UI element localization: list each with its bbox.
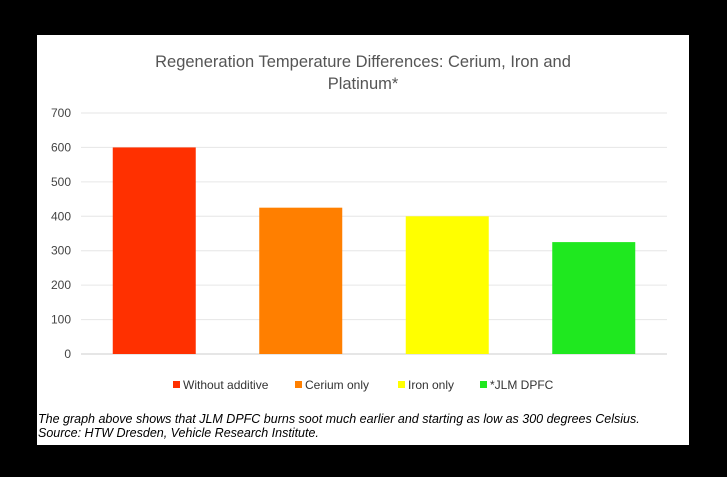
legend-label-iron-only: Iron only	[408, 378, 454, 392]
caption-line-1: The graph above shows that JLM DPFC burn…	[38, 412, 640, 426]
bar-cerium-only	[259, 207, 343, 354]
legend-swatch-cerium-only	[295, 381, 302, 388]
y-tick-label-0: 0	[64, 347, 71, 361]
legend-swatch-without-additive	[173, 381, 180, 388]
legend-label-jlm-dpfc: *JLM DPFC	[490, 378, 554, 392]
figure-caption: The graph above shows that JLM DPFC burn…	[38, 412, 688, 440]
y-tick-label-500: 500	[51, 175, 71, 189]
bar-jlm-dpfc	[552, 242, 636, 354]
y-tick-label-600: 600	[51, 140, 71, 154]
bar-without-additive	[112, 147, 196, 354]
y-tick-label-100: 100	[51, 313, 71, 327]
y-tick-label-200: 200	[51, 278, 71, 292]
y-tick-label-700: 700	[51, 106, 71, 120]
legend-swatch-jlm-dpfc	[480, 381, 487, 388]
y-tick-label-400: 400	[51, 209, 71, 223]
bar-iron-only	[405, 216, 489, 354]
legend-swatch-iron-only	[398, 381, 405, 388]
caption-line-2: Source: HTW Dresden, Vehicle Research In…	[38, 426, 319, 440]
legend-label-cerium-only: Cerium only	[305, 378, 369, 392]
bar-chart: Regeneration Temperature Differences: Ce…	[51, 53, 667, 392]
y-tick-label-300: 300	[51, 244, 71, 258]
legend-label-without-additive: Without additive	[183, 378, 269, 392]
chart-title-line-1: Regeneration Temperature Differences: Ce…	[155, 53, 571, 71]
chart-panel: Regeneration Temperature Differences: Ce…	[37, 35, 689, 445]
chart-title-line-2: Platinum*	[328, 75, 399, 93]
